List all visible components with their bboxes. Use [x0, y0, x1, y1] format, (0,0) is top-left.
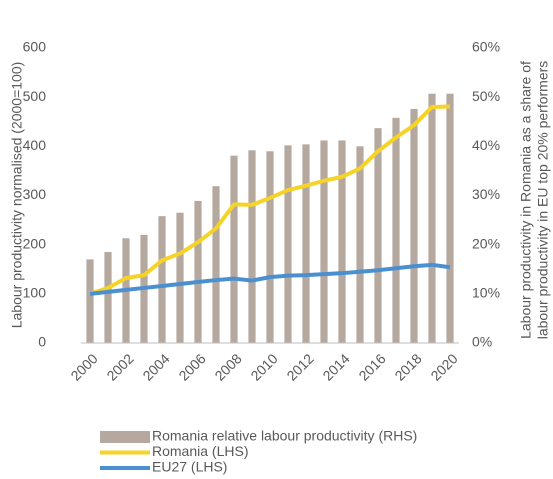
y-tick-label: 0 — [38, 334, 46, 350]
x-tick-label: 2016 — [355, 350, 388, 383]
x-tick-label: 2004 — [139, 350, 172, 383]
y2-tick-label: 60% — [472, 39, 500, 55]
bar — [158, 216, 166, 343]
y-tick-label: 100 — [23, 285, 47, 301]
bar — [230, 155, 238, 343]
bar — [248, 150, 256, 343]
x-tick-label: 2012 — [283, 350, 316, 383]
y2-tick-label: 0% — [472, 334, 492, 350]
line — [89, 104, 451, 296]
bar — [302, 144, 310, 343]
bar — [374, 128, 382, 343]
bar — [338, 140, 346, 343]
bar — [212, 186, 220, 343]
x-tick-label: 2002 — [103, 350, 136, 383]
y-axis-title: Labour productivity normalised (2000=100… — [9, 62, 25, 329]
x-tick-label: 2008 — [211, 350, 244, 383]
bar — [284, 145, 292, 343]
y-tick-label: 200 — [23, 235, 47, 251]
y-tick-label: 400 — [23, 137, 47, 153]
bar — [428, 93, 436, 343]
x-tick-label: 2006 — [175, 350, 208, 383]
y2-tick-label: 40% — [472, 137, 500, 153]
y2-tick-label: 20% — [472, 235, 500, 251]
x-tick-label: 2020 — [427, 350, 460, 383]
legend-label: Romania relative labour productivity (RH… — [152, 428, 417, 444]
y2-tick-label: 50% — [472, 88, 500, 104]
x-tick-label: 2018 — [391, 350, 424, 383]
bar — [194, 200, 202, 343]
bar — [392, 117, 400, 343]
y-tick-label: 600 — [23, 39, 47, 55]
bar — [320, 140, 328, 343]
bar — [410, 108, 418, 343]
line — [89, 262, 451, 296]
bar — [356, 146, 364, 343]
legend-label: EU27 (LHS) — [152, 459, 227, 475]
x-tick-label: 2014 — [319, 350, 352, 383]
bar — [104, 252, 112, 343]
x-tick-label: 2000 — [67, 350, 100, 383]
y2-tick-label: 30% — [472, 186, 500, 202]
x-tick-label: 2010 — [247, 350, 280, 383]
y2-axis-title: Labour productivity in Romania as a shar… — [518, 61, 534, 339]
legend-label: Romania (LHS) — [152, 443, 248, 459]
legend-swatch — [100, 431, 150, 443]
y-tick-label: 500 — [23, 88, 47, 104]
y2-tick-label: 10% — [472, 285, 500, 301]
bar — [176, 212, 184, 343]
bar — [446, 93, 454, 343]
y-tick-label: 300 — [23, 186, 47, 202]
bar — [86, 259, 94, 343]
bar — [266, 151, 274, 343]
y2-axis-title: labour productivity in EU top 20% perfor… — [535, 61, 551, 340]
